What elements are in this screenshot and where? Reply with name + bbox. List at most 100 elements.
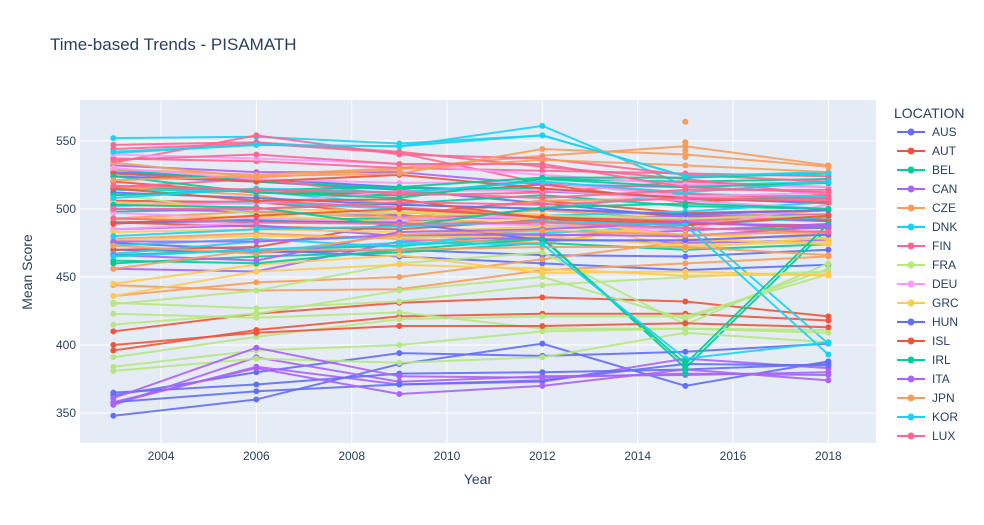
legend-marker [907,337,915,345]
series-line [113,273,829,359]
data-point [539,219,546,226]
data-point [825,329,832,336]
data-point [825,212,832,219]
data-point [825,189,832,196]
data-point [253,226,260,233]
data-point [396,391,403,397]
data-point [539,354,546,361]
data-point [253,344,260,351]
data-point [110,220,117,227]
data-point [825,223,832,230]
data-point [253,233,260,240]
data-point [539,132,546,139]
data-point [253,151,260,158]
data-point [253,355,260,362]
data-point [682,370,689,377]
series-line [113,241,829,272]
data-point [682,162,689,169]
series-line [113,235,829,247]
data-point [396,205,403,212]
data-point [396,170,403,177]
x-tick-label: 2006 [243,449,270,463]
data-point [825,163,832,170]
series-line [113,184,829,200]
legend-marker [907,280,915,288]
legend-item-fra[interactable]: FRA [897,258,956,272]
data-point [253,238,260,245]
legend-item-bel[interactable]: BEL [897,163,955,177]
data-point [682,200,689,207]
data-point [396,287,403,294]
data-point [825,197,832,204]
data-point [396,273,403,280]
legend-item-kor[interactable]: KOR [897,410,958,424]
legend-item-isl[interactable]: ISL [897,334,950,348]
data-point [682,272,689,279]
data-point [539,256,546,263]
legend-item-grc[interactable]: GRC [897,296,959,310]
data-point [110,389,117,396]
series-line [113,367,829,404]
data-point [682,184,689,191]
data-point [253,279,260,286]
series-line [113,251,829,326]
data-point [253,197,260,204]
legend-item-ita[interactable]: ITA [897,372,950,386]
data-point [682,253,689,260]
legend-marker [907,128,915,136]
legend-item-can[interactable]: CAN [897,182,957,196]
legend-label: IRL [932,353,951,367]
legend-item-deu[interactable]: DEU [897,277,957,291]
legend-label: LUX [932,429,955,443]
data-point [110,363,117,370]
data-point [110,205,117,212]
x-tick-label: 2014 [624,449,651,463]
legend-item-hun[interactable]: HUN [897,315,958,329]
data-point [110,310,117,317]
legend-marker [907,432,915,440]
series-line [113,196,829,210]
y-tick-label: 550 [56,134,76,148]
data-point [396,148,403,155]
data-point [110,148,117,155]
legend-item-dnk[interactable]: DNK [897,220,957,234]
series-line [113,246,829,270]
series-line [113,363,829,394]
legend-marker [907,185,915,193]
data-point [539,282,546,289]
data-point [539,178,546,185]
data-point [682,298,689,305]
legend-item-fin[interactable]: FIN [897,239,951,253]
series-line [113,191,829,216]
y-tick-label: 400 [56,338,76,352]
legend-item-aut[interactable]: AUT [897,144,957,158]
legend-marker [907,242,915,250]
legend-item-aus[interactable]: AUS [897,125,957,139]
data-point [110,395,117,402]
data-point [396,199,403,206]
data-point [825,238,832,245]
legend-label: BEL [932,163,955,177]
legend-item-jpn[interactable]: JPN [897,391,955,405]
legend[interactable]: LOCATION AUS AUT BEL CAN CZE DNK FIN FRA DEU GRC H… [894,105,965,443]
series-line [113,255,829,292]
data-point [825,170,832,177]
data-point [396,220,403,227]
series-line [113,254,829,285]
legend-item-lux[interactable]: LUX [897,429,955,443]
legend-item-irl[interactable]: IRL [897,353,951,367]
data-point [253,310,260,317]
series-line [113,217,829,234]
legend-item-cze[interactable]: CZE [897,201,956,215]
data-point [110,328,117,335]
legend-label: DNK [932,220,957,234]
data-point [539,201,546,208]
data-point [682,231,689,238]
legend-marker [907,223,915,231]
data-point [825,371,832,378]
data-point [825,265,832,272]
data-point [682,325,689,332]
legend-marker [907,166,915,174]
data-point [682,348,689,355]
data-point [825,324,832,331]
